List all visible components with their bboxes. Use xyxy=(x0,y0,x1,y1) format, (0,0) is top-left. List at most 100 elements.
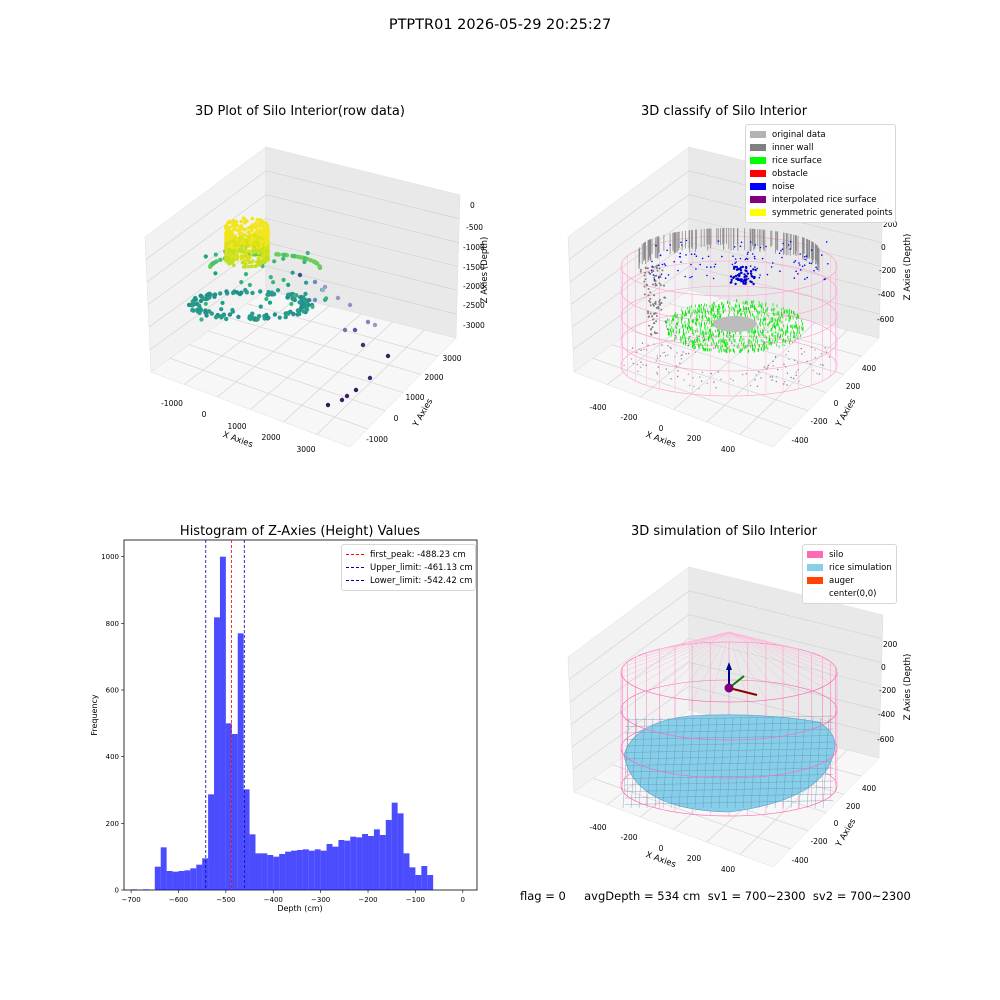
p1-point xyxy=(235,257,239,262)
legend-swatch xyxy=(750,196,766,203)
p1-point xyxy=(277,315,282,320)
p1-point xyxy=(304,280,309,285)
p1-xtick: 2000 xyxy=(261,433,280,442)
p1-xtick: 0 xyxy=(202,410,207,419)
legend-swatch xyxy=(807,577,823,584)
p2-noise-point xyxy=(658,264,660,267)
p1-point xyxy=(291,311,296,317)
p4-ztick: 0 xyxy=(881,663,886,672)
legend-label: first_peak: -488.23 cm xyxy=(370,549,466,560)
p2-noise-point xyxy=(693,253,696,255)
p2-interp-point xyxy=(771,375,773,377)
p2-noise-point xyxy=(739,257,742,260)
legend-item: center(0,0) xyxy=(807,587,892,600)
p1-point xyxy=(250,216,255,221)
p2-noise-point xyxy=(761,257,764,260)
p3-xtick-label: −200 xyxy=(358,896,377,904)
p3-ytick-label: 400 xyxy=(106,753,119,761)
p2-interp-point xyxy=(688,352,690,355)
legend-label: interpolated rice surface xyxy=(772,194,877,205)
p2-xtick: 200 xyxy=(687,434,702,443)
p1-point xyxy=(261,232,266,237)
p1-point xyxy=(325,402,331,408)
grid-line xyxy=(265,194,459,243)
grid-line xyxy=(569,194,690,283)
legend-swatch xyxy=(750,183,766,190)
p1-point xyxy=(199,317,204,322)
p2-noise-point xyxy=(780,250,782,252)
p3-bar xyxy=(237,633,244,890)
p2-interp-point xyxy=(656,373,659,375)
p2-noise-point xyxy=(797,273,799,275)
p2-xtick: -400 xyxy=(589,403,606,412)
p2-noise-point xyxy=(744,274,748,278)
p2-noise-point xyxy=(810,249,813,251)
p2-wall-point xyxy=(653,276,656,279)
p2-wall-point xyxy=(658,299,661,301)
p1-point xyxy=(296,254,301,259)
p2-wall-point xyxy=(653,294,656,297)
p4-xtick: -200 xyxy=(620,833,637,842)
p2-wall-point xyxy=(653,313,655,316)
p2-noise-point xyxy=(765,245,767,248)
p2-noise-point xyxy=(804,278,806,280)
p1-point xyxy=(303,291,308,296)
p2-noise-point xyxy=(738,273,741,277)
p2-interp-point xyxy=(771,379,773,381)
p2-noise-point xyxy=(651,260,653,263)
p1-point xyxy=(267,300,273,305)
legend-label: Lower_limit: -542.42 cm xyxy=(370,575,473,586)
p2-noise-point xyxy=(754,244,757,246)
legend-label: obstacle xyxy=(772,168,808,179)
p2-noise-point xyxy=(678,255,681,258)
legend-swatch xyxy=(750,170,766,177)
p2-wall-point xyxy=(647,312,650,315)
p4-silo-roof xyxy=(710,631,730,702)
p3-bar xyxy=(178,871,185,890)
p2-noise-point xyxy=(756,267,759,270)
p2-zlabel: Z Axies (Depth) xyxy=(903,234,913,301)
p1-point xyxy=(297,311,302,317)
p1-point xyxy=(203,308,208,313)
p2-wall-point xyxy=(660,308,663,311)
p2-interp-point xyxy=(695,341,697,343)
p2-interp-point xyxy=(774,356,777,358)
panel4-title: 3D simulation of Silo Interior xyxy=(631,524,817,539)
panel2-y-ticks: -400 -200 0 200 400 xyxy=(791,364,876,445)
p4-auger-center xyxy=(724,683,734,693)
p2-wall-point xyxy=(659,284,662,286)
p1-point xyxy=(289,301,294,307)
p1-ztick: 0 xyxy=(470,201,475,210)
p3-bar xyxy=(273,856,280,890)
p4-xlabel: X Axies xyxy=(644,850,677,870)
p3-bar xyxy=(202,858,209,890)
p1-point xyxy=(241,216,246,220)
p2-interp-point xyxy=(694,351,697,353)
p2-noise-point xyxy=(734,258,737,260)
p2-interp-point xyxy=(661,344,663,346)
p3-bar xyxy=(231,734,238,890)
p1-ztick: -1000 xyxy=(463,243,485,252)
p2-noise-point xyxy=(689,276,691,279)
p2-noise-point xyxy=(749,270,753,273)
p1-point xyxy=(342,327,348,333)
p1-point xyxy=(233,223,237,227)
p2-noise-point xyxy=(664,277,667,280)
p1-point xyxy=(235,252,239,256)
p2-interp-point xyxy=(717,371,719,373)
p2-noise-point xyxy=(754,257,756,260)
p4-mesh-line xyxy=(670,717,678,809)
p2-noise-point xyxy=(738,267,742,271)
p2-interp-point xyxy=(800,347,802,350)
p2-noise-point xyxy=(744,282,747,286)
p2-wall-point xyxy=(654,300,657,303)
legend-item: auger xyxy=(807,574,892,587)
p2-interp-point xyxy=(747,342,750,344)
p2-noise-point xyxy=(663,263,666,265)
p2-interp-point xyxy=(772,360,774,362)
p2-noise-point xyxy=(810,262,813,265)
p2-interp-point xyxy=(665,368,667,370)
p2-noise-point xyxy=(752,268,755,271)
p2-noise-point xyxy=(789,240,792,243)
p1-point xyxy=(372,322,378,328)
